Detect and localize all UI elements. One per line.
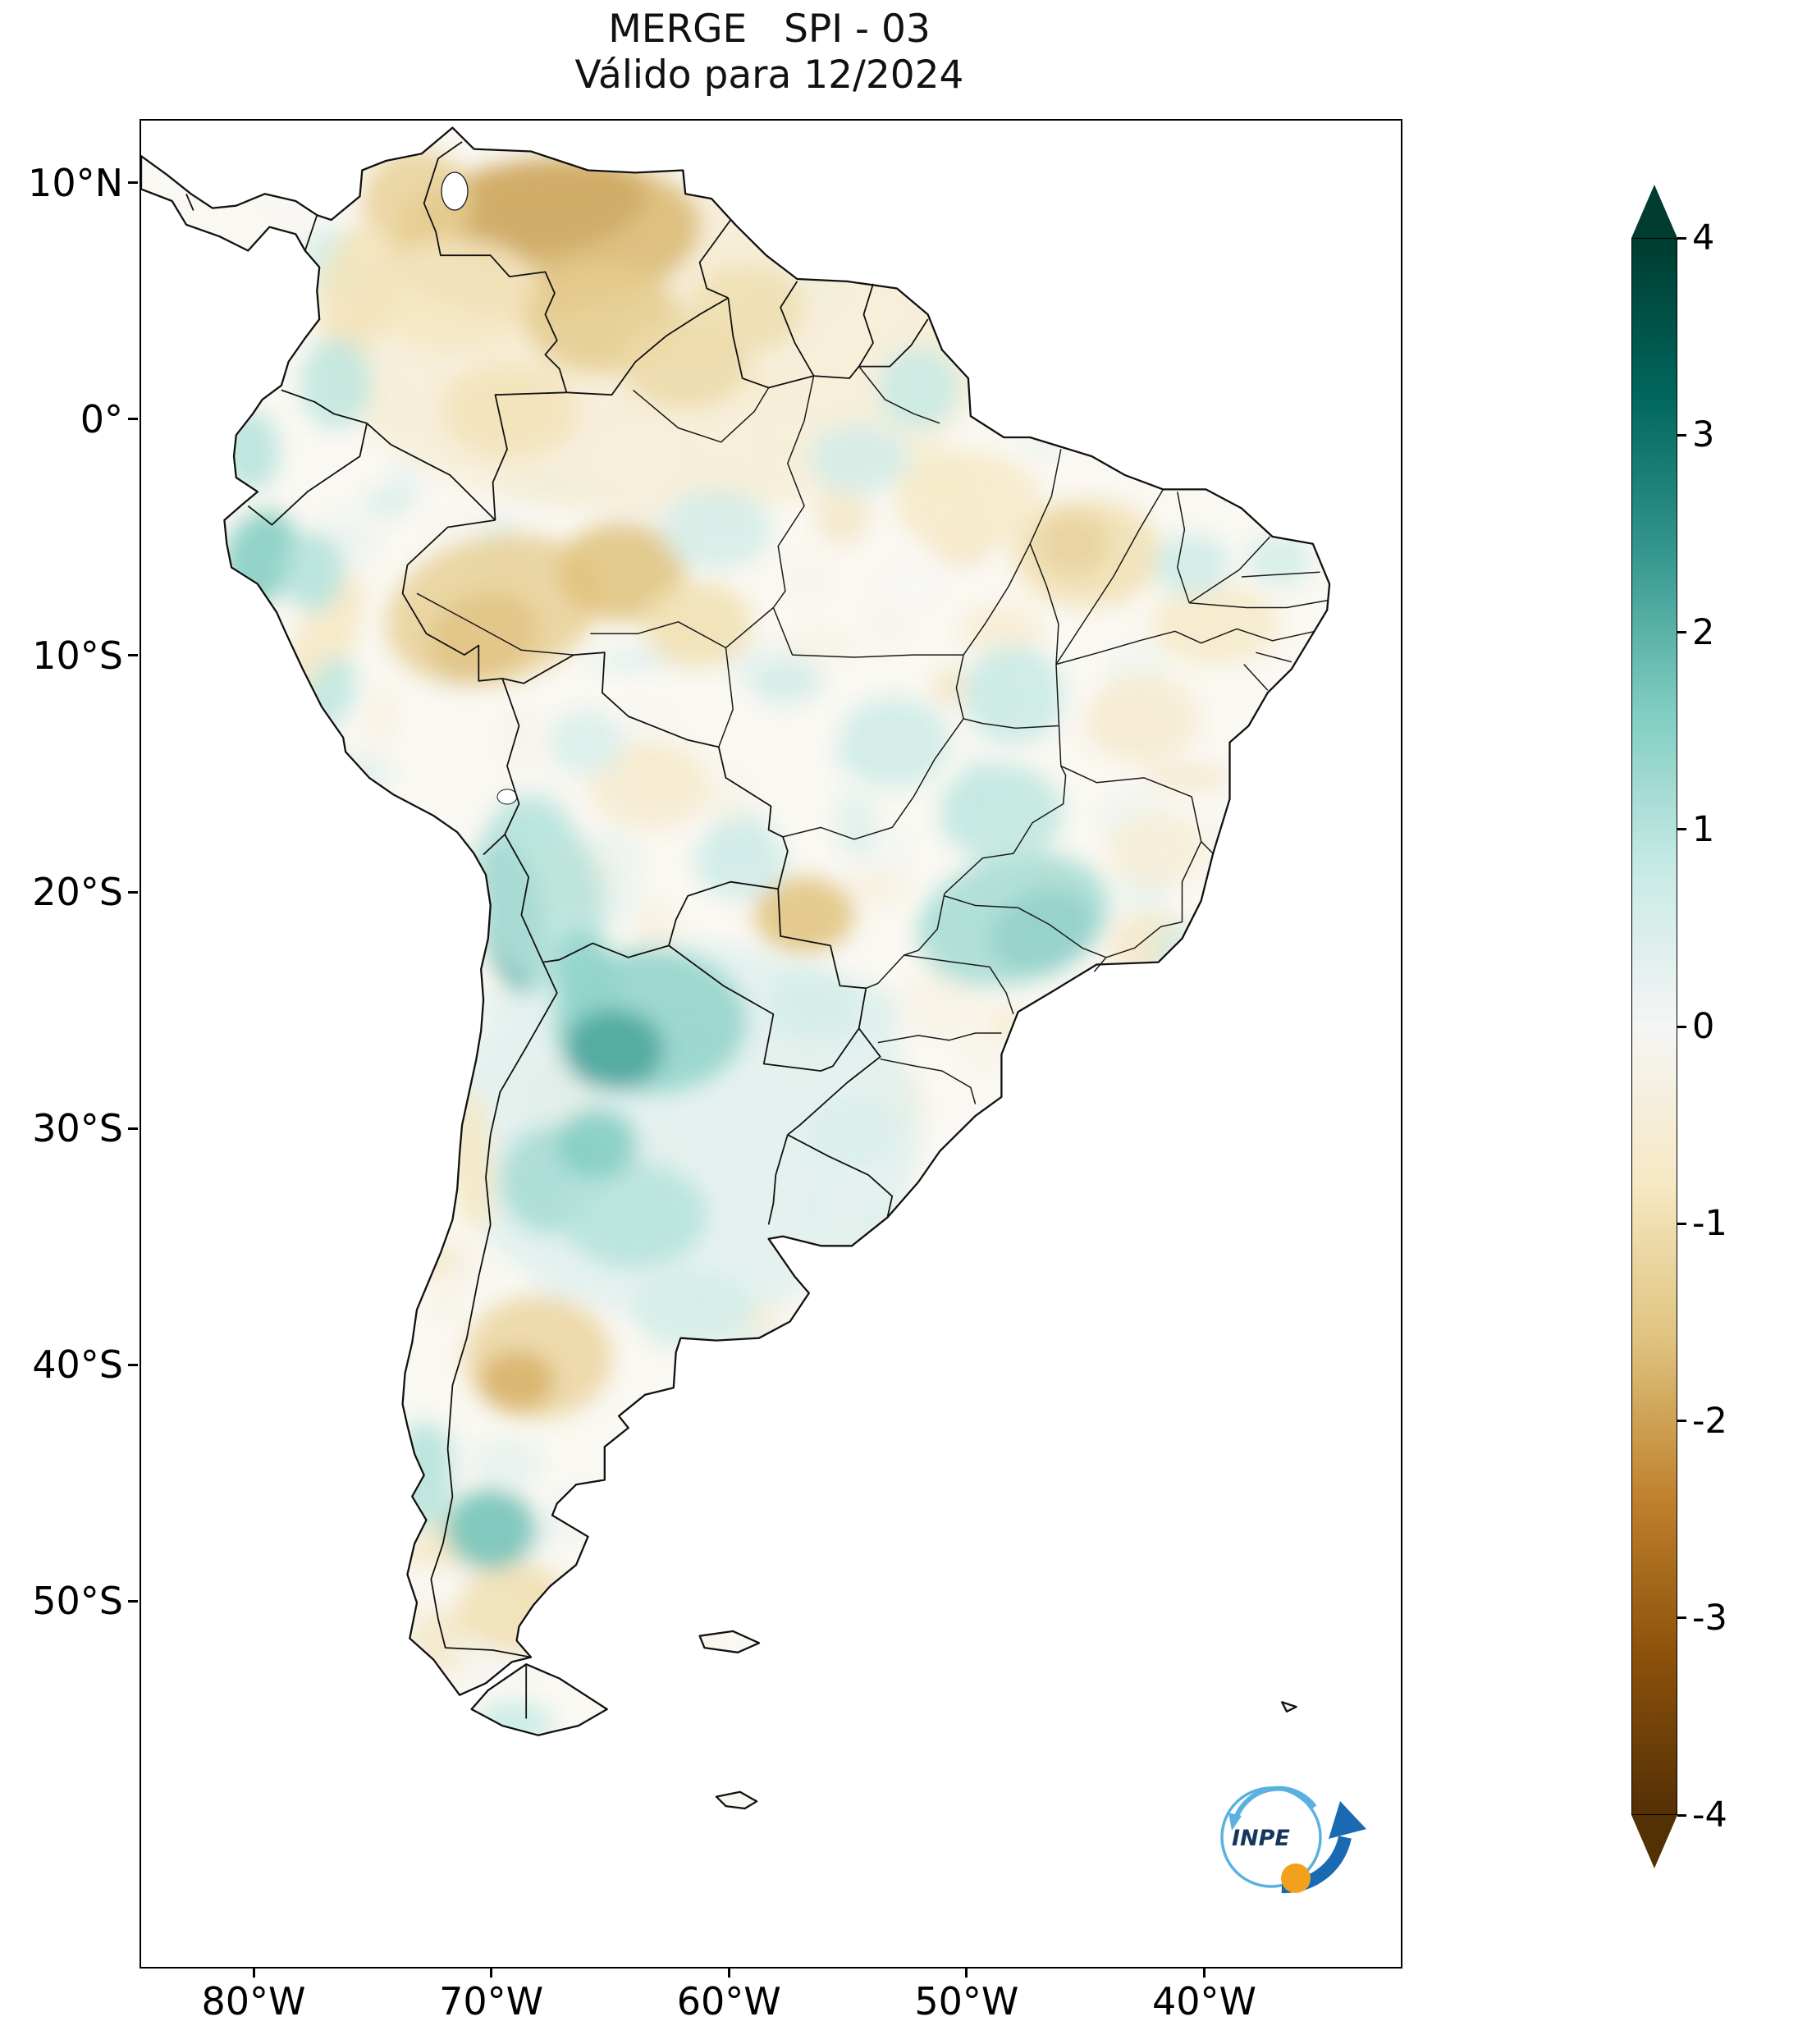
colorbar-tickmark: [1677, 1616, 1686, 1620]
coastline: [141, 126, 1331, 1810]
colorbar-tickmark: [1677, 1222, 1686, 1225]
lon-tickmark: [1203, 1968, 1206, 1978]
colorbar-gradient: [1631, 238, 1677, 1815]
colorbar-under-arrow: [1631, 1815, 1677, 1868]
lat-tickmark: [128, 654, 138, 657]
colorbar-tick-label: 4: [1692, 217, 1715, 258]
lat-tickmark: [128, 1363, 138, 1366]
lat-tickmark: [128, 1599, 138, 1603]
colorbar-tick-label: 3: [1692, 414, 1715, 456]
logo-orange-dot: [1281, 1863, 1311, 1893]
lon-tick-label: 70°W: [439, 1979, 544, 2023]
colorbar-tickmark: [1677, 631, 1686, 633]
colorbar-tick-label: -4: [1692, 1795, 1727, 1836]
colorbar-tick-label: -3: [1692, 1597, 1727, 1639]
lat-tickmark: [128, 890, 138, 894]
inpe-logo: INPE: [1220, 1786, 1366, 1894]
country-borders: [185, 141, 929, 1719]
colorbar-tickmark: [1677, 433, 1686, 437]
lake-titicaca: [496, 789, 518, 805]
lon-tick-label: 80°W: [201, 1979, 306, 2023]
lat-tickmark: [128, 418, 138, 421]
lon-tickmark: [252, 1968, 255, 1978]
lat-tickmark: [128, 181, 138, 185]
lat-tick-label: 30°S: [32, 1106, 123, 1151]
state-borders: [416, 366, 1328, 1104]
colorbar-tickmark: [1677, 1813, 1686, 1817]
colorbar-tick-label: 0: [1692, 1006, 1715, 1047]
lon-tick-label: 40°W: [1151, 1979, 1257, 2023]
logo-inner-arrow: [1233, 1786, 1317, 1822]
colorbar-tickmark: [1677, 1420, 1686, 1422]
colorbar-tickmark: [1677, 236, 1686, 240]
lat-tick-label: 50°S: [32, 1579, 123, 1624]
lon-tick-label: 60°W: [676, 1979, 781, 2023]
south-america-spi-map: [141, 126, 1331, 1810]
colorbar-tick-label: -2: [1692, 1400, 1727, 1442]
figure-subtitle: Válido para 12/2024: [574, 53, 964, 98]
map-frame: INPE: [140, 119, 1402, 1969]
logo-inner-arrowhead: [1228, 1813, 1242, 1831]
colorbar-over-arrow: [1631, 185, 1677, 238]
lake-maracaibo: [441, 171, 469, 211]
lon-tickmark: [727, 1968, 730, 1978]
figure-title: MERGE SPI - 03: [608, 7, 931, 52]
lon-tick-label: 50°W: [914, 1979, 1019, 2023]
lat-tickmark: [128, 1127, 138, 1130]
lat-tick-label: 20°S: [32, 870, 123, 915]
lat-tick-label: 0°: [80, 396, 123, 441]
lat-tick-label: 10°N: [28, 160, 123, 205]
logo-text: INPE: [1232, 1826, 1290, 1851]
lat-tick-label: 40°S: [32, 1342, 123, 1388]
colorbar-tick-label: 2: [1692, 611, 1715, 653]
lon-tickmark: [490, 1968, 493, 1978]
colorbar-tick-label: -1: [1692, 1203, 1727, 1245]
spi-field: [196, 140, 1330, 1744]
logo-swoosh-arrowhead: [1329, 1801, 1366, 1839]
colorbar-tick-label: 1: [1692, 808, 1715, 850]
colorbar-tickmark: [1677, 828, 1686, 831]
lat-tick-label: 10°S: [32, 633, 123, 678]
lon-tickmark: [965, 1968, 968, 1978]
colorbar-tickmark: [1677, 1025, 1686, 1028]
